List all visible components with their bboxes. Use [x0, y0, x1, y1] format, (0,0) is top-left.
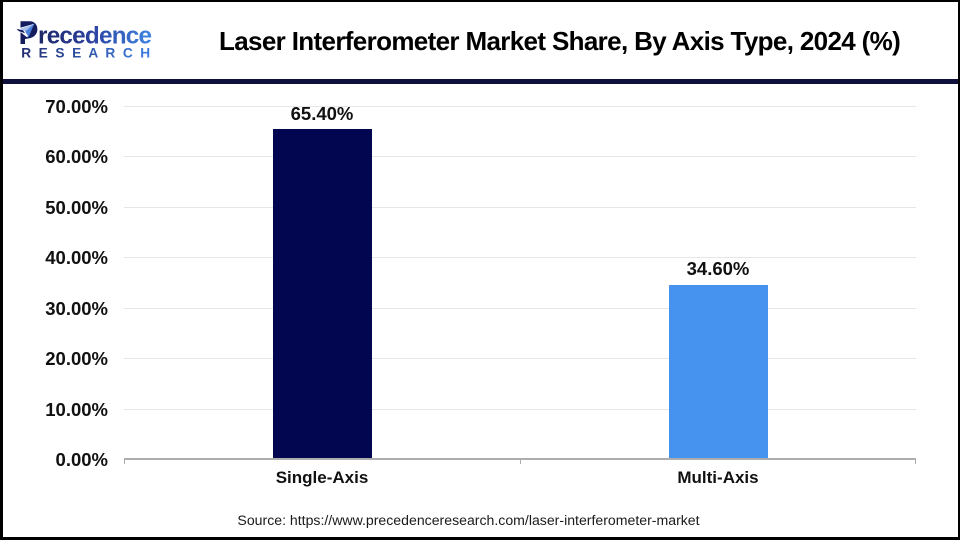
svg-text:R E S E A R C H: R E S E A R C H [21, 46, 150, 61]
svg-text:recedence: recedence [38, 23, 152, 50]
